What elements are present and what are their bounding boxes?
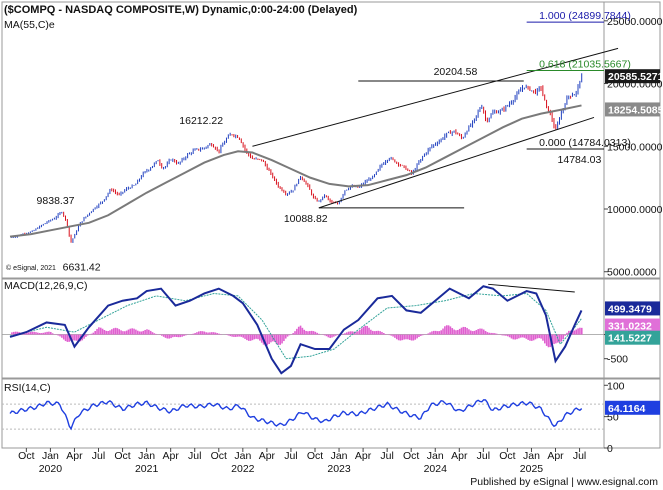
fib-level-label: 0.618 (21035.5667) [539,59,631,71]
rsi-panel: 100 50 0 64.1164 RSI(14,C) [2,380,660,455]
price-annotation: 14784.03 [558,154,602,166]
rsi-last-tag: 64.1164 [608,403,646,415]
x-month-label: Jan [234,450,251,462]
price-last-value-tags: 20585.5271 18254.5085 [605,69,663,117]
channel-lower-line [318,116,595,209]
x-month-label: Jul [284,450,297,462]
x-year-label: 2025 [520,463,544,475]
x-month-label: Apr [451,450,468,462]
x-month-label: Jul [92,450,105,462]
macd-drawing [9,283,583,375]
ma-legend: MA(55,C)e [4,19,55,31]
y-tick-label: -500 [607,354,628,366]
x-month-label: Apr [66,450,83,462]
y-tick-label: 25000.0000 [607,16,663,28]
panel-border [1,378,661,449]
x-month-label: Jan [138,450,155,462]
x-year-label: 2020 [39,463,63,475]
y-tick-label: 50 [607,412,619,424]
chart-title: ($COMPQ - NASDAQ COMPOSITE,W) Dynamic,0:… [4,4,358,16]
ma-55-line [9,104,582,238]
ma-last-tag-bg [605,102,660,117]
rsi-drawing [9,399,583,431]
price-annotations: 9838.37 6631.42 16212.22 10088.82 20204.58 14… [37,66,602,273]
x-month-label: Oct [403,450,419,462]
price-panel: 5000.000010000.000015000.000020000.00002… [4,4,663,279]
signal-last-tag-bg [605,318,660,333]
macd-signal-line [9,292,582,360]
macd-legend: MACD(12,26,9,C) [4,280,87,292]
footer-credit: Published by eSignal | www.esignal.com [470,476,658,488]
x-month-label: Oct [307,450,323,462]
x-month-label: Jan [523,450,540,462]
x-month-label: Jan [427,450,444,462]
signal-last-tag: 331.0232 [608,321,652,333]
x-month-label: Jul [380,450,393,462]
price-annotation: 10088.82 [284,213,328,225]
x-month-label: Oct [499,450,515,462]
channel-upper-line [252,47,619,147]
rsi-legend: RSI(14,C) [4,382,51,394]
x-month-label: Jan [42,450,59,462]
x-month-label: Apr [355,450,372,462]
price-annotation: 16212.22 [179,115,223,127]
histogram-last-tag: 141.5227 [608,333,652,345]
rsi-last-tag-bg [605,400,660,415]
x-year-label: 2023 [327,463,351,475]
price-last-tag: 20585.5271 [608,71,663,83]
macd-divergence-line [488,283,575,293]
rsi-gridlines [2,403,604,430]
x-month-label: Jul [188,450,201,462]
x-year-label: 2024 [424,463,448,475]
x-year-label: 2021 [135,463,159,475]
rsi-line [9,399,583,431]
x-month-label: Oct [114,450,130,462]
y-tick-label: 15000.0000 [607,141,663,153]
y-tick-label: 10000.0000 [607,204,663,216]
y-tick-label: 5000.0000 [607,267,657,279]
fib-level-label: 1.000 (24899.7844) [539,10,631,22]
watermark: © eSignal, 2021 [6,264,56,272]
price-annotation: 6631.42 [63,261,101,273]
x-month-label: Jul [477,450,490,462]
fibonacci-levels: 1.000 (24899.7844) 0.618 (21035.5667) 0.00… [526,10,631,150]
macd-last-tag-bg [605,301,660,316]
x-axis: Oct Jan Apr Jul Oct Jan Apr Jul Oct Jan Apr Jul Oct J… [18,448,586,475]
rsi-y-axis: 100 50 0 [604,380,625,455]
ma-last-tag: 18254.5085 [608,104,663,116]
panel-border [1,1,661,279]
x-month-label: Jul [573,450,586,462]
x-month-label: Apr [547,450,564,462]
y-tick-label: 0 [607,443,613,455]
price-annotation: 20204.58 [434,66,478,78]
x-month-label: Oct [211,450,227,462]
macd-line [9,285,583,375]
rsi-last-value-tags: 64.1164 [605,400,660,415]
macd-last-tag: 499.3479 [608,303,652,315]
price-drawing [9,47,619,243]
y-tick-label: 100 [607,380,625,392]
price-last-tag-bg [605,69,660,84]
x-month-label: Jan [331,450,348,462]
histogram-last-tag-bg [605,330,660,345]
fib-level-label: 0.000 (14784.0313) [539,137,631,149]
x-year-label: 2022 [231,463,255,475]
x-month-label: Apr [163,450,180,462]
x-month-label: Oct [18,450,34,462]
x-month-label: Apr [259,450,276,462]
price-annotation: 9838.37 [37,195,75,207]
